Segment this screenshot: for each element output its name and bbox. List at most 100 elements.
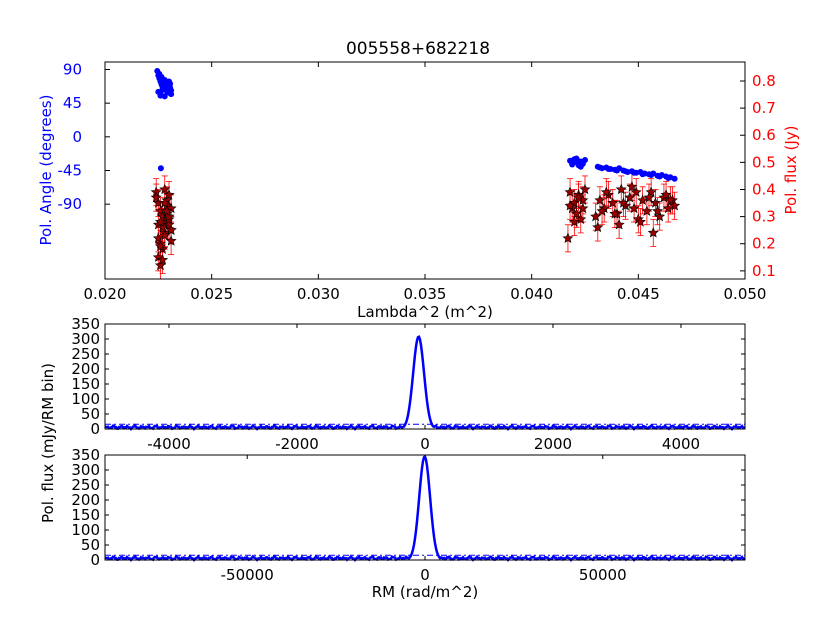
top-panel-plot: 0.020 0.025 0.030 0.035 0.040 0.045 0.050 90 45 0… [58,60,776,303]
rm-ytick-label: 150 [71,375,100,393]
flux-star-point [637,194,649,206]
left-ylabel: Pol. Angle (degrees) [37,95,55,246]
rm-ytick-label: 250 [71,476,100,494]
flux-star-point [626,181,638,192]
flux-star-point [613,219,625,230]
angle-point [596,164,603,171]
flux-star-point [161,205,173,216]
angle-point [582,157,588,164]
flux-star-point [564,186,576,197]
flux-star-point [573,191,585,203]
rm-spectrum-line [104,335,746,432]
flux-star-point [157,254,169,265]
rm-xtick-label: 0 [420,566,430,584]
angle-point [614,167,620,174]
flux-star-point [664,194,676,206]
angle-point [158,73,165,80]
angle-point [622,168,629,175]
top-xtick-label: 0.035 [404,285,447,303]
angle-point [671,175,678,182]
flux-star-point [652,205,664,216]
angle-point [167,80,174,87]
flux-star-point [568,216,580,227]
flux-star-point [165,224,177,235]
flux-star-point [634,216,646,227]
angle-point [573,155,580,162]
flux-star-point [643,191,655,203]
shared-ylabel: Pol. flux (mJy/RM bin) [39,363,57,523]
bottom-plot-frame [104,454,746,561]
flux-star-point [154,259,166,271]
angle-point [639,171,646,178]
flux-star-point [165,235,177,246]
rm-ytick-label: 200 [71,360,100,378]
rm-xtick-label: 2000 [534,435,572,453]
right-ytick-label: 0.3 [752,208,776,226]
angle-point [665,174,672,181]
rm-spectrum-line [104,454,746,563]
top-xtick-label: 0.050 [724,285,767,303]
rm-ytick-label: 100 [71,390,100,408]
right-ytick-label: 0.7 [752,99,776,117]
flux-star-point [154,240,166,252]
angle-point [631,169,638,176]
left-ytick-label: -45 [58,162,83,180]
right-ytick-label: 0.4 [752,180,776,198]
flux-star-point [607,197,619,208]
angle-point [164,85,171,92]
middle-plot-frame [104,323,746,430]
flux-star-point [562,232,574,244]
flux-star-point [150,191,162,203]
left-ytick-label: 90 [63,60,82,78]
flux-star-point [617,197,629,208]
flux-star-point [654,210,666,222]
right-ytick-label: 0.5 [752,153,776,171]
flux-star-point [615,183,627,195]
flux-star-point [159,197,171,208]
top-xtick-label: 0.020 [84,285,127,303]
angle-point [656,173,663,180]
left-ytick-label: 45 [63,94,82,112]
rm-xtick-label: 0 [420,435,430,453]
right-ylabel: Pol. flux (Jy) [782,126,800,215]
right-ytick-label: 0.6 [752,126,776,144]
angle-point [577,163,584,170]
chart-title: 005558+682218 [346,39,490,59]
flux-star-point [154,216,166,227]
top-xtick-label: 0.045 [617,285,660,303]
flux-star-point [592,221,604,233]
rm-ytick-label: 200 [71,491,100,509]
rm-xtick-label: 50000 [579,566,627,584]
right-ytick-label: 0.1 [752,262,776,280]
rm-ytick-label: 150 [71,506,100,524]
flux-star-point [564,200,576,211]
rm-xtick-label: -4000 [147,435,191,453]
top-xlabel: Lambda^2 (m^2) [357,303,493,321]
flux-star-point [159,183,171,195]
rm-ytick-label: 300 [71,461,100,479]
rm-ytick-label: 350 [71,446,100,464]
left-ytick-label: 0 [72,128,82,146]
angle-point [161,93,168,100]
top-plot-frame [104,61,746,280]
rm-ytick-label: 50 [81,536,100,554]
flux-star-point [163,219,175,230]
top-xtick-label: 0.040 [510,285,553,303]
rm-xtick-label: -50000 [221,566,274,584]
angle-point [648,171,655,178]
flux-star-point [163,210,175,222]
right-ytick-label: 0.8 [752,72,776,90]
flux-star-point [596,205,608,216]
angle-point [569,161,576,168]
flux-star-point [577,202,589,214]
flux-star-point [669,200,681,211]
top-xtick-label: 0.025 [190,285,233,303]
flux-star-point [662,202,674,214]
angle-point [605,166,612,173]
bottom-xlabel: RM (rad/m^2) [372,583,479,601]
rm-xtick-label: -2000 [275,435,319,453]
flux-star-point [594,194,606,206]
